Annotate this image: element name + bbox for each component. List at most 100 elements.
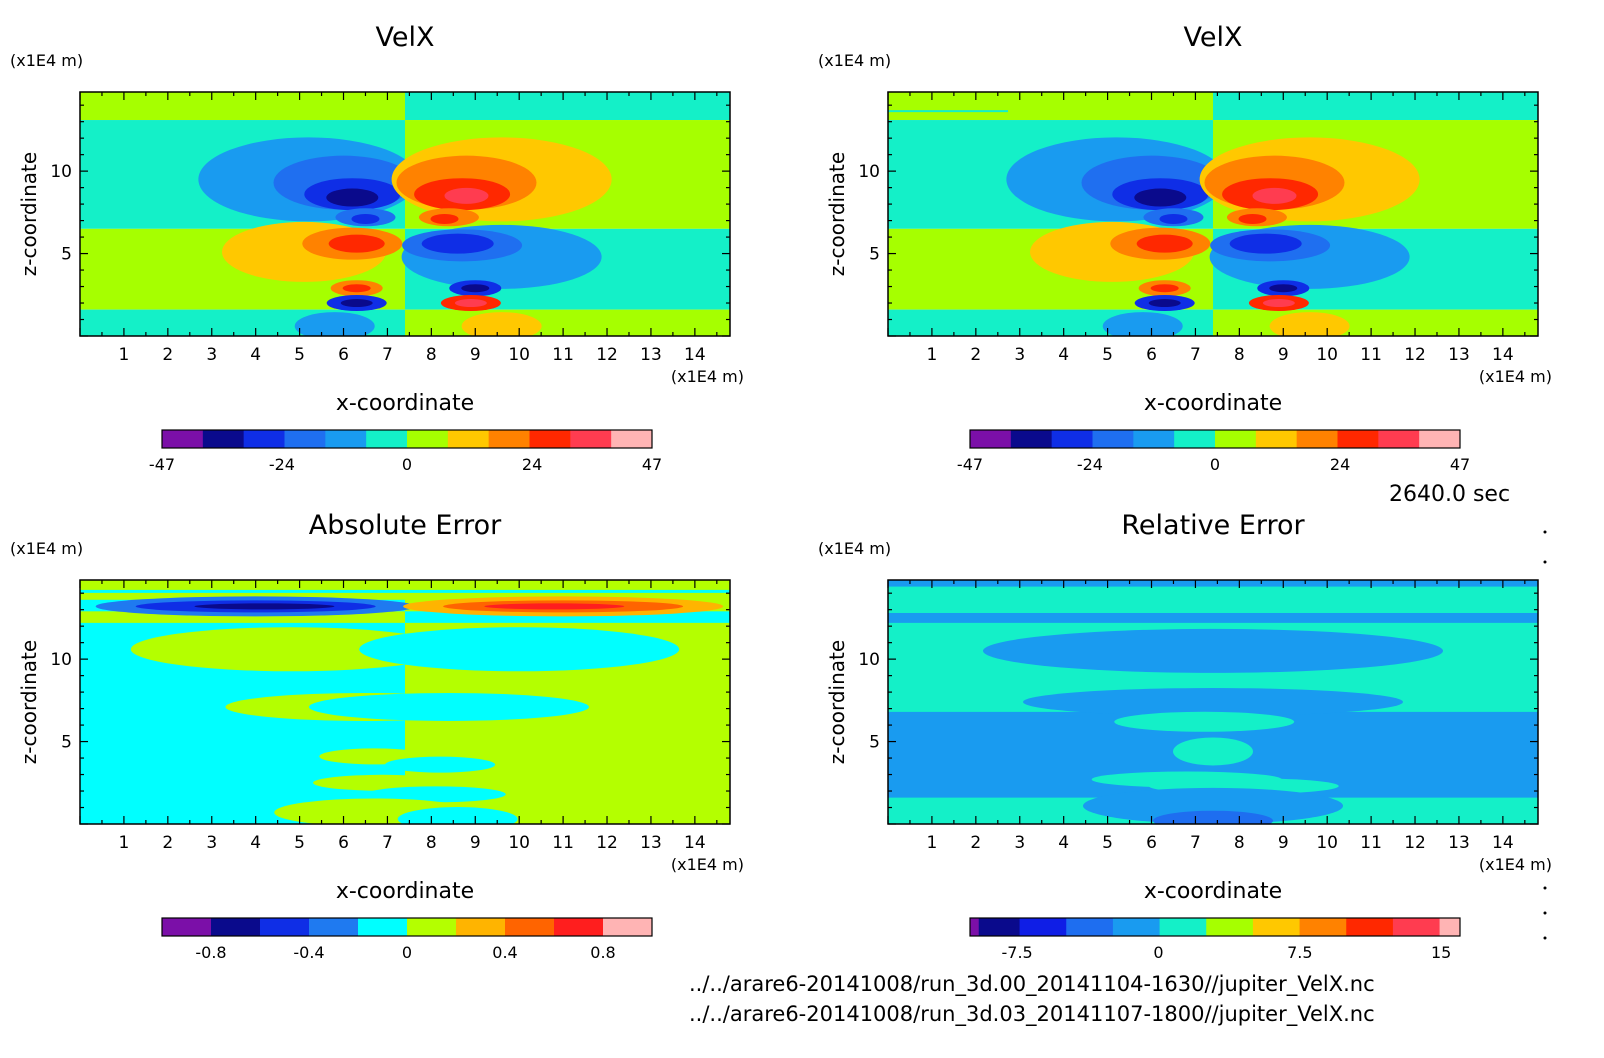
colorbar-swatch bbox=[1092, 430, 1134, 448]
field-streak bbox=[888, 110, 1008, 113]
colorbar-tick-label: -0.4 bbox=[293, 943, 324, 962]
colorbar-swatch bbox=[243, 430, 285, 448]
chart-title: VelX bbox=[376, 22, 435, 53]
field-blob bbox=[1238, 213, 1267, 224]
x-tick-label: 13 bbox=[640, 345, 662, 365]
colorbar-swatch bbox=[1159, 918, 1207, 936]
colorbar-swatch bbox=[211, 918, 261, 936]
field-blob bbox=[1262, 299, 1295, 308]
y-tick-label: 10 bbox=[858, 650, 880, 670]
field-blob bbox=[397, 807, 518, 824]
colorbar-swatch bbox=[284, 430, 326, 448]
field-blob bbox=[461, 312, 542, 336]
x-tick-label: 2 bbox=[162, 833, 173, 853]
field-region bbox=[888, 612, 1538, 623]
colorbar-swatch bbox=[1066, 918, 1114, 936]
y-unit-label: (x1E4 m) bbox=[10, 539, 83, 558]
colorbar-tick-label: -24 bbox=[1077, 455, 1103, 474]
colorbar-tick-label: 0 bbox=[1153, 943, 1163, 962]
colorbar-swatch bbox=[1252, 918, 1301, 936]
colorbar-tick-label: 15 bbox=[1431, 943, 1451, 962]
colorbar-swatch bbox=[260, 918, 310, 936]
x-axis-label: x-coordinate bbox=[1144, 391, 1282, 416]
y-tick-label: 5 bbox=[61, 245, 72, 265]
x-unit-label: (x1E4 m) bbox=[671, 367, 744, 386]
x-tick-label: 7 bbox=[382, 833, 393, 853]
colorbar-tick-label: -24 bbox=[269, 455, 295, 474]
x-tick-label: 11 bbox=[1360, 833, 1382, 853]
colorbar-swatch bbox=[456, 918, 506, 936]
field-region bbox=[1213, 92, 1538, 121]
field-velx-2 bbox=[888, 92, 1538, 336]
y-axis-label: z-coordinate bbox=[825, 640, 849, 764]
x-tick-label: 3 bbox=[206, 345, 217, 365]
field-blob bbox=[1153, 810, 1273, 824]
x-tick-label: 11 bbox=[552, 833, 574, 853]
field-blob bbox=[130, 627, 451, 672]
colorbar-swatch bbox=[1133, 430, 1175, 448]
field-region bbox=[888, 580, 1538, 587]
field-region bbox=[405, 309, 730, 336]
field-blob bbox=[461, 284, 490, 293]
colorbar-swatch bbox=[1215, 430, 1257, 448]
colorbar: -0.8 -0.4 0 0.4 0.8 bbox=[161, 917, 653, 962]
x-tick-label: 3 bbox=[206, 833, 217, 853]
colorbar: -47 -24 0 24 47 bbox=[149, 429, 662, 474]
colorbar-swatch bbox=[611, 430, 653, 448]
field-blob bbox=[1023, 688, 1403, 716]
field-blob bbox=[983, 628, 1443, 673]
y-axis-label: z-coordinate bbox=[17, 640, 41, 764]
colorbar-swatch bbox=[325, 430, 367, 448]
colorbar-tick-label: 0 bbox=[402, 943, 412, 962]
x-tick-label: 10 bbox=[1316, 833, 1338, 853]
colorbar-swatch bbox=[505, 918, 555, 936]
colorbar-swatch bbox=[358, 918, 408, 936]
colorbar-tick-label: 47 bbox=[1450, 455, 1470, 474]
colorbar-swatch bbox=[970, 918, 980, 936]
x-tick-label: 8 bbox=[426, 345, 437, 365]
chart-title: Relative Error bbox=[1121, 510, 1305, 541]
colorbar-tick-label: -47 bbox=[149, 455, 175, 474]
colorbar-swatch bbox=[488, 430, 530, 448]
colorbar-tick-label: 0 bbox=[402, 455, 412, 474]
colorbar-swatch bbox=[1112, 918, 1161, 936]
colorbar-swatch bbox=[1378, 430, 1420, 448]
colorbar-swatch bbox=[1010, 430, 1053, 448]
field-blob bbox=[1102, 312, 1183, 336]
chart-title: Absolute Error bbox=[309, 510, 502, 541]
x-tick-label: 9 bbox=[1278, 345, 1289, 365]
x-tick-label: 5 bbox=[1102, 345, 1113, 365]
x-tick-label: 8 bbox=[1234, 833, 1245, 853]
colorbar-swatch bbox=[309, 918, 359, 936]
colorbar-swatch bbox=[366, 430, 408, 448]
colorbar-swatch bbox=[1019, 918, 1067, 936]
colorbar-swatch bbox=[162, 430, 204, 448]
field-blob bbox=[454, 299, 487, 308]
colorbar-frame bbox=[161, 917, 653, 937]
colorbar-swatch bbox=[1392, 918, 1441, 936]
x-tick-label: 14 bbox=[684, 833, 706, 853]
colorbar-swatch bbox=[407, 918, 457, 936]
x-tick-label: 11 bbox=[552, 345, 574, 365]
field-blob bbox=[1134, 188, 1187, 207]
x-tick-label: 7 bbox=[1190, 833, 1201, 853]
y-tick-label: 10 bbox=[50, 162, 72, 182]
field-blob bbox=[1148, 299, 1181, 308]
x-tick-label: 7 bbox=[1190, 345, 1201, 365]
plot-frame bbox=[887, 579, 1539, 825]
colorbar-swatch bbox=[447, 430, 490, 448]
x-tick-label: 5 bbox=[294, 833, 305, 853]
x-tick-label: 9 bbox=[1278, 833, 1289, 853]
colorbar-swatch bbox=[1296, 430, 1338, 448]
colorbar-swatch bbox=[1299, 918, 1347, 936]
field-blob bbox=[328, 234, 385, 253]
x-tick-label: 5 bbox=[294, 345, 305, 365]
y-tick-label: 10 bbox=[858, 162, 880, 182]
x-tick-label: 1 bbox=[927, 345, 938, 365]
dot-marker bbox=[1543, 560, 1547, 564]
field-blob bbox=[359, 627, 680, 672]
colorbar-swatch bbox=[1337, 430, 1379, 448]
